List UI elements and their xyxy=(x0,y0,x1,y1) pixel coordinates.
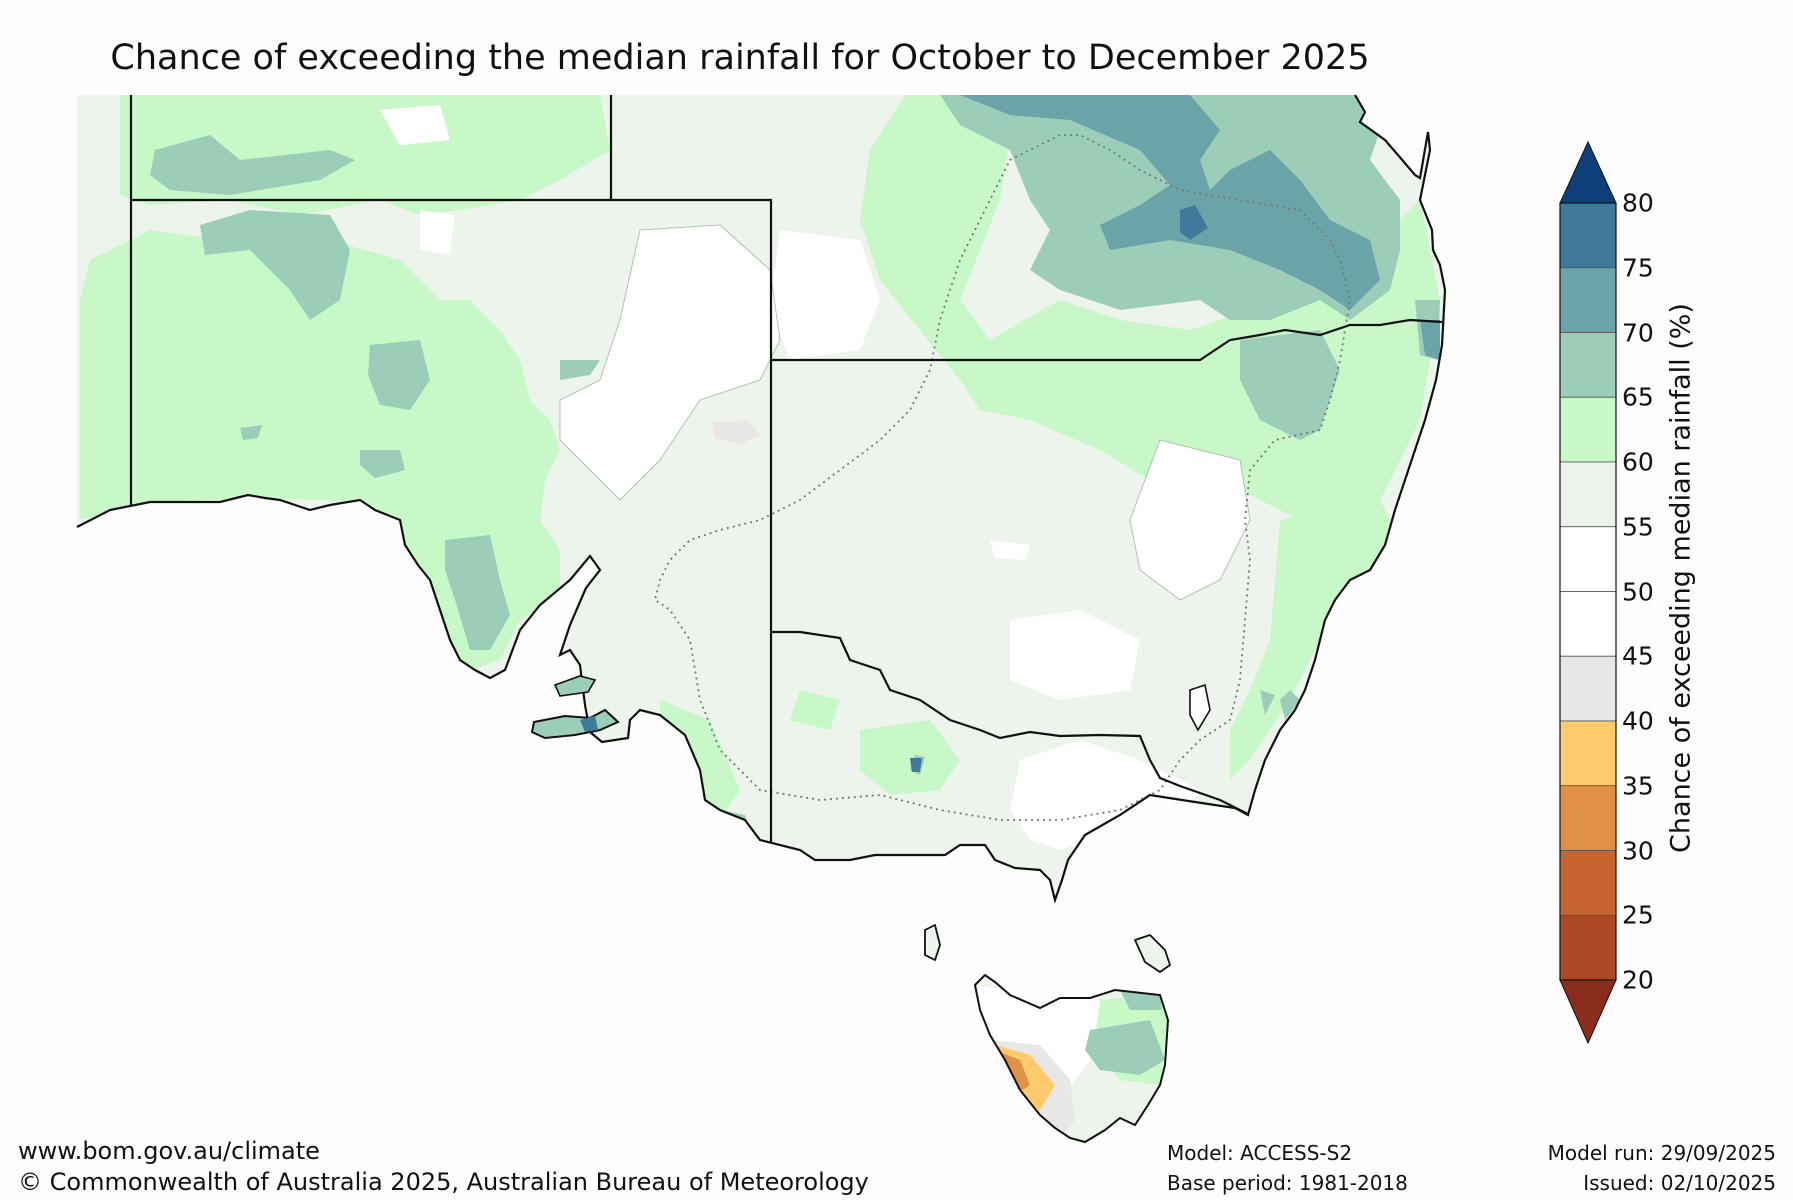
colorbar-tick-55: 55 xyxy=(1622,512,1654,542)
colorbar-tick-30: 30 xyxy=(1622,836,1654,865)
colorbar-tick-35: 35 xyxy=(1622,771,1654,801)
footer-base-period: Base period: 1981-2018 xyxy=(1167,1171,1408,1195)
colorbar-band-75-80 xyxy=(1559,202,1617,269)
footer-issued: Issued: 02/10/2025 xyxy=(1583,1171,1776,1195)
colorbar-band-65-70 xyxy=(1559,332,1617,398)
colorbar-tick-45: 45 xyxy=(1622,641,1654,671)
map-title: Chance of exceeding the median rainfall … xyxy=(110,38,1370,78)
colorbar-band-60-65 xyxy=(1559,396,1617,463)
colorbar-band-35-40 xyxy=(1559,720,1617,787)
colorbar-under-arrow xyxy=(1559,979,1617,1045)
footer-copyright: © Commonwealth of Australia 2025, Austra… xyxy=(18,1168,869,1196)
footer-model: Model: ACCESS-S2 xyxy=(1167,1141,1353,1165)
colorbar-band-70-75 xyxy=(1559,267,1617,333)
footer-model-run: Model run: 29/09/2025 xyxy=(1547,1141,1776,1165)
colorbar-band-30-35 xyxy=(1559,785,1617,851)
colorbar-band-55-60 xyxy=(1559,461,1617,528)
colorbar-tick-40: 40 xyxy=(1622,706,1654,736)
colorbar-tick-80: 80 xyxy=(1622,188,1654,218)
colorbar-band-45-50 xyxy=(1559,591,1617,657)
colorbar-over-arrow xyxy=(1559,140,1617,204)
colorbar-tick-60: 60 xyxy=(1622,447,1654,477)
colorbar-band-40-45 xyxy=(1559,655,1617,722)
colorbar-band-20-25 xyxy=(1559,914,1617,981)
colorbar-tick-25: 25 xyxy=(1622,900,1654,930)
colorbar-label: Chance of exceeding median rainfall (%) xyxy=(1665,303,1697,853)
colorbar-band-25-30 xyxy=(1559,850,1617,916)
footer-url[interactable]: www.bom.gov.au/climate xyxy=(18,1137,320,1165)
colorbar-tick-65: 65 xyxy=(1622,382,1654,412)
colorbar-band-50-55 xyxy=(1559,526,1617,592)
colorbar-tick-75: 75 xyxy=(1622,253,1654,283)
colorbar-tick-70: 70 xyxy=(1622,318,1654,347)
colorbar-tick-50: 50 xyxy=(1622,577,1654,606)
colorbar xyxy=(1559,140,1617,1045)
colorbar-tick-20: 20 xyxy=(1622,965,1654,995)
